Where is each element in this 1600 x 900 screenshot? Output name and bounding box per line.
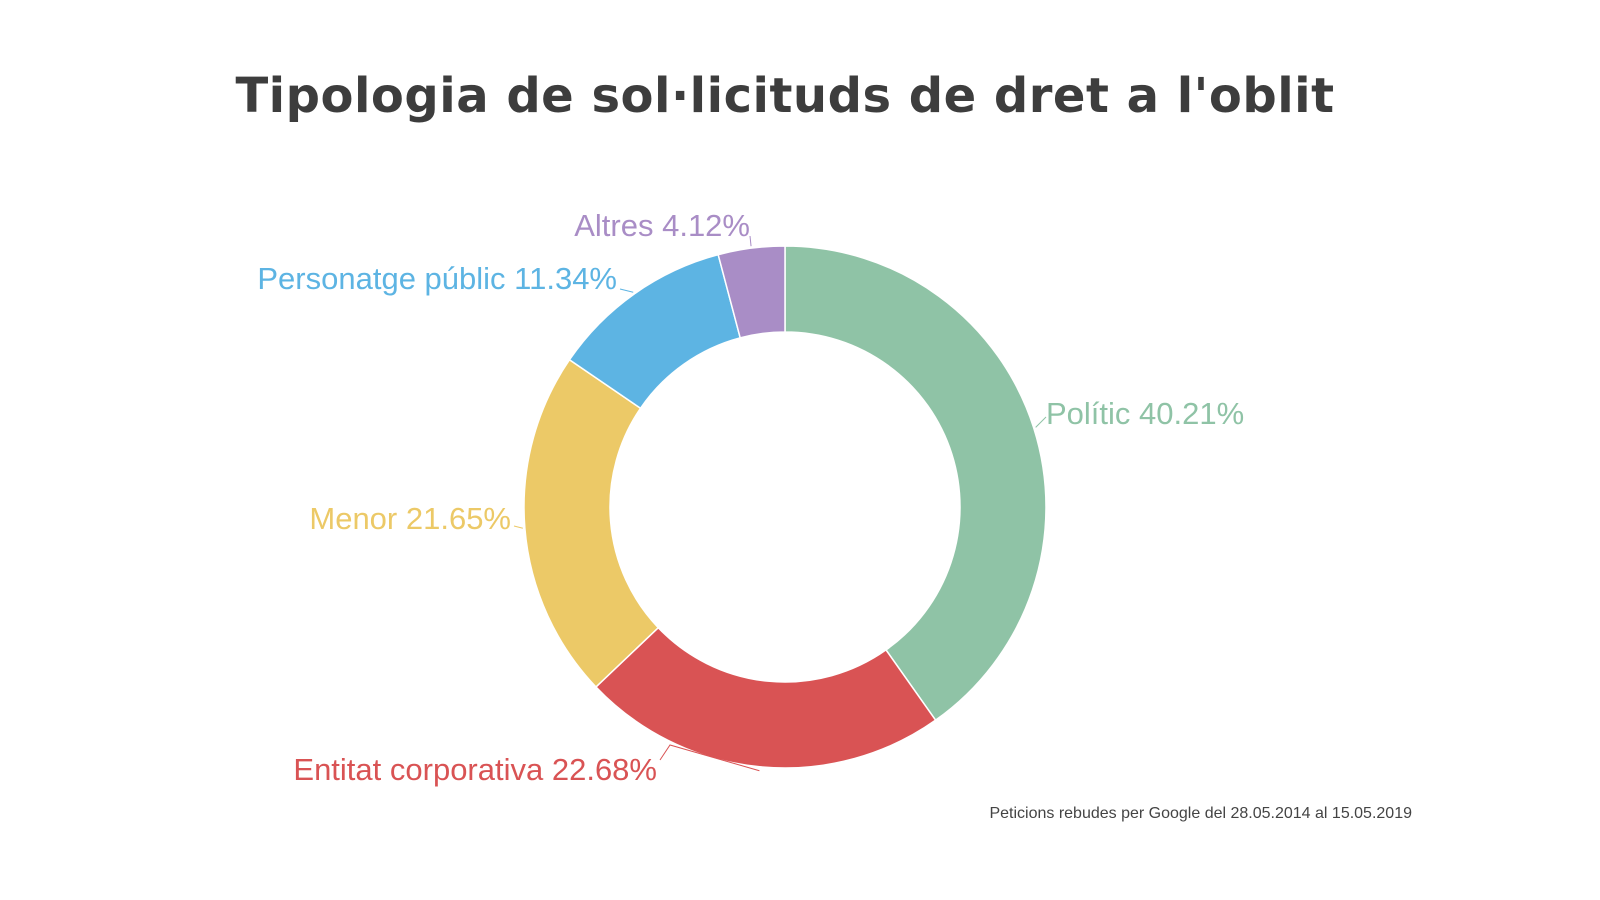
slice-label: Altres 4.12% bbox=[574, 208, 750, 243]
leader-line bbox=[659, 744, 760, 772]
slice-altres bbox=[717, 245, 786, 339]
slice-label: Polític 40.21% bbox=[1046, 396, 1244, 431]
source-note: Peticions rebudes per Google del 28.05.2… bbox=[989, 805, 1412, 822]
slice-label: Menor 21.65% bbox=[309, 501, 511, 536]
slice-entitat-corporativa bbox=[594, 626, 937, 769]
leader-line bbox=[513, 525, 523, 529]
slice-pol-tic bbox=[784, 245, 1047, 722]
labels-group: Polític 40.21% Entitat corporativa 22.68%… bbox=[257, 208, 1244, 787]
leader-line bbox=[1035, 416, 1047, 428]
slice-menor bbox=[523, 358, 660, 689]
leader-lines-group bbox=[513, 235, 1047, 772]
slices-group bbox=[523, 245, 1047, 769]
slice-label: Personatge públic 11.34% bbox=[257, 261, 617, 296]
chart-title: Tipologia de sol·licituds de dret a l'ob… bbox=[235, 68, 1335, 124]
slice-label: Entitat corporativa 22.68% bbox=[293, 752, 657, 787]
leader-line bbox=[749, 235, 752, 247]
leader-line bbox=[619, 288, 634, 293]
